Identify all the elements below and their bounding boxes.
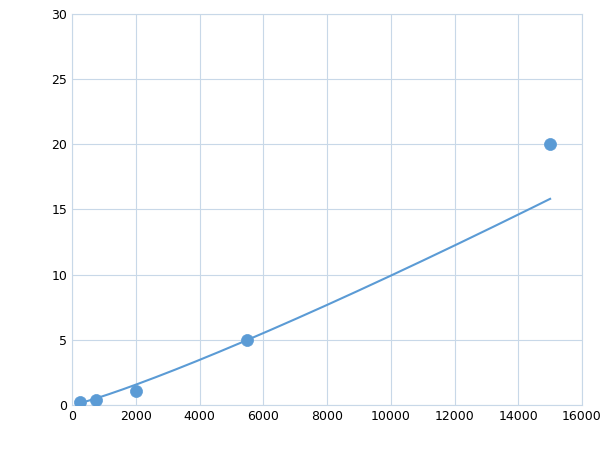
Point — [545, 140, 555, 148]
Point — [242, 336, 252, 343]
Point — [75, 399, 85, 406]
Point — [91, 396, 101, 403]
Point — [131, 387, 140, 394]
